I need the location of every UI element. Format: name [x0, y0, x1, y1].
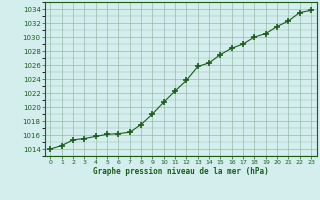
X-axis label: Graphe pression niveau de la mer (hPa): Graphe pression niveau de la mer (hPa) [93, 167, 269, 176]
